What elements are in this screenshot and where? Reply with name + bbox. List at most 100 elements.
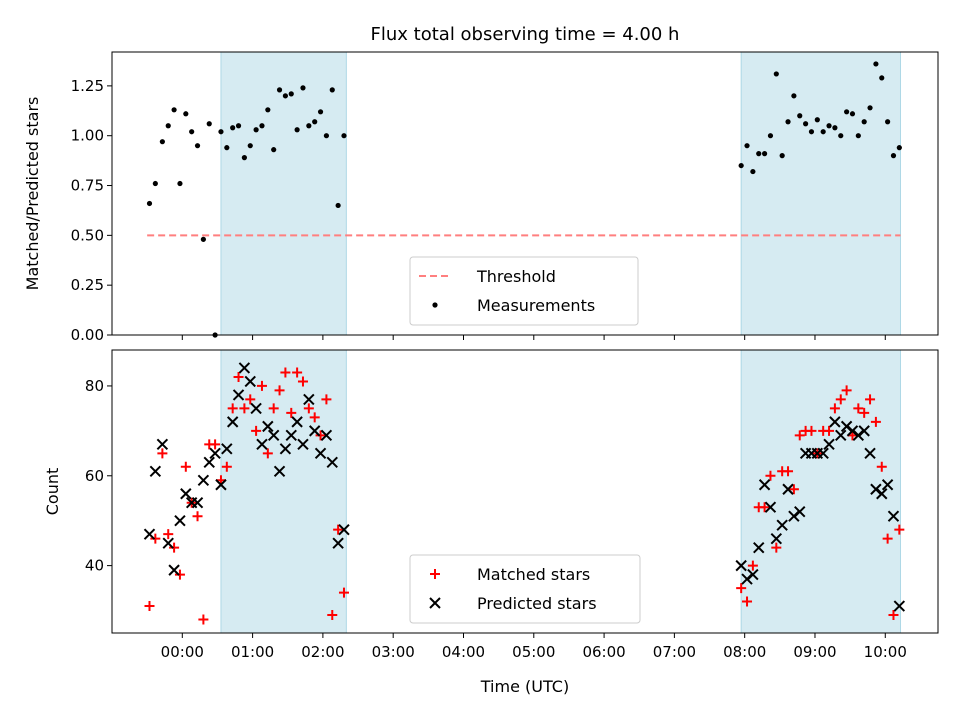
y-tick-label: 60	[85, 467, 104, 485]
measurement-point	[791, 93, 797, 99]
predicted-star-point	[794, 506, 806, 518]
top-x-axis-ticks	[181, 335, 886, 340]
measurement-point	[312, 119, 318, 125]
matched-star-point	[870, 416, 881, 427]
measurement-point	[306, 123, 312, 129]
predicted-star-point	[858, 425, 870, 437]
measurement-point	[171, 107, 177, 113]
predicted-star-point	[273, 465, 286, 477]
matched-star-point	[783, 466, 794, 477]
matched-star-point	[150, 533, 161, 544]
y-tick-label: 0.25	[71, 276, 104, 294]
shaded-region	[220, 51, 347, 336]
matched-star-point	[806, 425, 817, 436]
predicted-star-point	[162, 537, 174, 549]
legend-box	[409, 256, 639, 326]
measurement-point	[779, 153, 785, 159]
measurement-point	[206, 121, 212, 127]
predicted-star-point	[338, 523, 350, 536]
matched-star-point	[292, 367, 303, 378]
y-tick-label: 1.00	[71, 127, 104, 145]
measurement-point	[744, 143, 750, 149]
predicted-star-point	[758, 479, 771, 491]
measurement-point	[838, 133, 844, 139]
matched-star-point	[221, 461, 232, 472]
measurement-point	[183, 111, 189, 117]
measurement-point	[756, 151, 762, 157]
predicted-star-point	[817, 447, 829, 460]
predicted-star-point	[764, 501, 777, 513]
predicted-star-point	[823, 438, 835, 451]
measurement-point	[230, 125, 236, 131]
matched-star-point	[297, 376, 308, 387]
matched-star-point	[788, 484, 799, 495]
predicted-star-point	[174, 514, 186, 527]
bottom-y-axis-ticks: 40 60 80	[85, 377, 112, 575]
top-legend: Threshold Measurements	[409, 256, 639, 326]
matched-star-point	[829, 403, 840, 414]
predicted-star-point	[221, 443, 233, 455]
top-measurement-points	[146, 61, 902, 338]
predicted-star-point	[782, 483, 794, 495]
matched-star-point	[333, 524, 344, 535]
measurement-point	[294, 127, 300, 133]
x-tick-label: 00:00	[161, 643, 204, 661]
measurement-point	[224, 145, 230, 151]
measurement-point	[288, 91, 294, 97]
predicted-star-point	[864, 447, 876, 460]
measurement-point	[750, 168, 756, 175]
measurement-point	[341, 133, 347, 139]
predicted-star-point	[770, 532, 783, 545]
measurement-point	[879, 75, 885, 81]
measurement-point	[152, 180, 158, 187]
bottom-panel: 40 60 80 00:00 01:00 02:00 03:00 04:00 05:00 06:…	[43, 349, 939, 696]
measurement-point	[323, 133, 330, 139]
matched-star-point	[157, 448, 168, 459]
measurement-point	[335, 202, 341, 209]
predicted-star-point	[238, 362, 251, 374]
predicted-star-point	[308, 425, 321, 437]
matched-star-point	[853, 403, 864, 414]
matched-star-point	[742, 596, 753, 607]
predicted-star-point	[149, 465, 162, 477]
matched-star-point	[835, 394, 846, 405]
matched-star-point	[245, 394, 256, 405]
predicted-star-point	[244, 375, 256, 388]
matched-star-point	[227, 403, 238, 414]
matched-star-point	[321, 394, 332, 405]
x-tick-label: 10:00	[864, 643, 907, 661]
matched-star-point	[256, 380, 267, 391]
x-tick-label: 04:00	[442, 643, 485, 661]
measurement-point	[826, 123, 832, 129]
matched-star-point	[894, 524, 905, 535]
predicted-star-point	[143, 528, 156, 540]
matched-star-point	[765, 470, 776, 481]
predicted-star-point	[156, 438, 169, 451]
legend-box	[409, 554, 641, 624]
predicted-star-point	[893, 600, 906, 612]
matched-star-point	[251, 425, 262, 436]
shaded-region	[740, 51, 902, 336]
measurement-point	[890, 153, 897, 159]
measurement-point	[861, 119, 867, 125]
legend-label: Predicted stars	[477, 594, 597, 613]
measurement-point	[867, 105, 873, 111]
measurement-point	[265, 107, 271, 113]
x-tick-label: 07:00	[653, 643, 696, 661]
predicted-star-point	[226, 416, 239, 428]
measurement-point	[785, 119, 791, 125]
predicted-star-point	[735, 559, 747, 572]
measurement-point	[855, 133, 861, 139]
measurement-point	[165, 123, 171, 129]
x-tick-label: 08:00	[723, 643, 766, 661]
x-tick-label: 06:00	[582, 643, 625, 661]
predicted-star-point	[232, 389, 245, 401]
measurement-point	[271, 147, 277, 153]
matched-star-point	[759, 502, 770, 513]
predicted-star-point	[168, 564, 180, 576]
matched-star-point	[338, 587, 349, 598]
matched-star-point	[309, 412, 320, 423]
matched-star-point	[865, 394, 876, 405]
predicted-star-point	[303, 393, 315, 406]
matched-star-point	[268, 403, 279, 414]
